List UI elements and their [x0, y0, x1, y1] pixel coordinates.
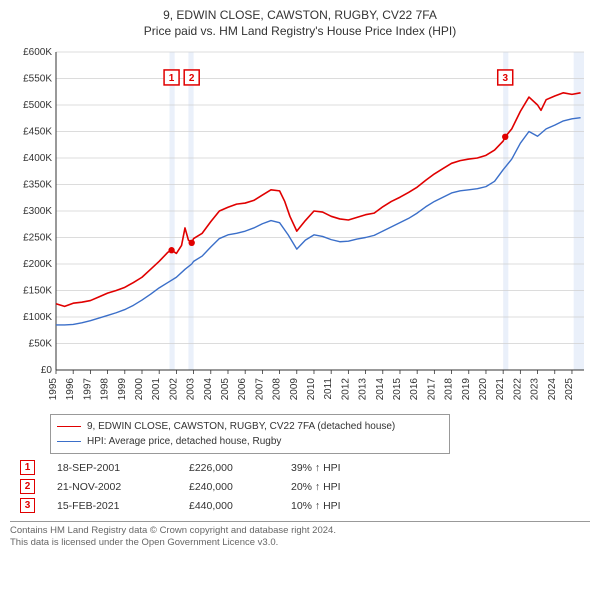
svg-text:2008: 2008	[272, 378, 283, 401]
svg-text:2011: 2011	[323, 378, 334, 400]
chart-plot-area: £0 £50K £100K £150K £200K £250K £300K £350K £400…	[10, 46, 590, 406]
svg-text:1995: 1995	[48, 378, 59, 401]
footer-line-1: Contains HM Land Registry data © Crown c…	[10, 525, 590, 537]
chart-container: 9, EDWIN CLOSE, CAWSTON, RUGBY, CV22 7FA…	[0, 0, 600, 590]
svg-text:2024: 2024	[547, 378, 558, 401]
svg-text:£50K: £50K	[29, 339, 53, 350]
svg-text:2019: 2019	[461, 378, 472, 401]
svg-text:2018: 2018	[444, 378, 455, 401]
legend-swatch	[57, 441, 81, 442]
sale-marker-icon: 3	[20, 498, 35, 513]
svg-text:2022: 2022	[512, 378, 523, 401]
svg-text:£400K: £400K	[23, 153, 52, 164]
svg-text:2021: 2021	[495, 378, 506, 401]
svg-text:2002: 2002	[168, 378, 179, 401]
legend-item: HPI: Average price, detached house, Rugb…	[57, 434, 443, 449]
svg-text:£500K: £500K	[23, 100, 52, 111]
sale-hpi-delta: 20% ↑ HPI	[291, 481, 391, 493]
svg-text:2017: 2017	[426, 378, 437, 401]
svg-text:1996: 1996	[65, 378, 76, 401]
legend-swatch	[57, 426, 81, 427]
svg-text:1998: 1998	[100, 378, 111, 401]
legend-box: 9, EDWIN CLOSE, CAWSTON, RUGBY, CV22 7FA…	[50, 414, 450, 454]
sale-date: 21-NOV-2002	[57, 481, 167, 493]
svg-text:2010: 2010	[306, 378, 317, 401]
svg-text:2009: 2009	[289, 378, 300, 401]
sale-marker-icon: 2	[20, 479, 35, 494]
svg-text:£550K: £550K	[23, 74, 52, 85]
svg-text:£150K: £150K	[23, 286, 52, 297]
chart-title: 9, EDWIN CLOSE, CAWSTON, RUGBY, CV22 7FA	[10, 8, 590, 22]
svg-text:2020: 2020	[478, 378, 489, 401]
sale-price: £240,000	[189, 481, 269, 493]
svg-text:2025: 2025	[564, 378, 575, 401]
svg-text:£350K: £350K	[23, 180, 52, 191]
svg-text:1997: 1997	[82, 378, 93, 401]
sale-hpi-delta: 10% ↑ HPI	[291, 500, 391, 512]
svg-text:£450K: £450K	[23, 127, 52, 138]
sale-date: 18-SEP-2001	[57, 462, 167, 474]
svg-text:£300K: £300K	[23, 206, 52, 217]
svg-text:2004: 2004	[203, 378, 214, 401]
legend-item: 9, EDWIN CLOSE, CAWSTON, RUGBY, CV22 7FA…	[57, 419, 443, 434]
svg-text:2012: 2012	[340, 378, 351, 401]
svg-text:2: 2	[189, 73, 195, 84]
svg-text:£250K: £250K	[23, 233, 52, 244]
svg-text:2003: 2003	[186, 378, 197, 401]
sales-table: 1 18-SEP-2001 £226,000 39% ↑ HPI 2 21-NOV-200…	[20, 460, 590, 513]
svg-text:2016: 2016	[409, 378, 420, 401]
svg-text:£0: £0	[41, 365, 53, 376]
svg-text:£100K: £100K	[23, 312, 52, 323]
svg-text:£600K: £600K	[23, 47, 52, 58]
sale-price: £440,000	[189, 500, 269, 512]
svg-text:2001: 2001	[151, 378, 162, 401]
sale-price: £226,000	[189, 462, 269, 474]
svg-text:1: 1	[169, 73, 175, 84]
footer-line-2: This data is licensed under the Open Gov…	[10, 537, 590, 549]
legend-label: HPI: Average price, detached house, Rugb…	[87, 434, 281, 449]
svg-text:2006: 2006	[237, 378, 248, 401]
sale-date: 15-FEB-2021	[57, 500, 167, 512]
svg-text:2023: 2023	[530, 378, 541, 401]
svg-text:2014: 2014	[375, 378, 386, 401]
attribution-footer: Contains HM Land Registry data © Crown c…	[10, 521, 590, 550]
svg-text:2007: 2007	[254, 378, 265, 401]
svg-text:2015: 2015	[392, 378, 403, 401]
svg-text:2000: 2000	[134, 378, 145, 401]
svg-text:2013: 2013	[358, 378, 369, 401]
sale-row: 2 21-NOV-2002 £240,000 20% ↑ HPI	[20, 479, 590, 494]
sale-row: 1 18-SEP-2001 £226,000 39% ↑ HPI	[20, 460, 590, 475]
chart-subtitle: Price paid vs. HM Land Registry's House …	[10, 24, 590, 38]
svg-text:2005: 2005	[220, 378, 231, 401]
sale-hpi-delta: 39% ↑ HPI	[291, 462, 391, 474]
svg-text:3: 3	[502, 73, 508, 84]
svg-text:£200K: £200K	[23, 259, 52, 270]
sale-row: 3 15-FEB-2021 £440,000 10% ↑ HPI	[20, 498, 590, 513]
line-chart-svg: £0 £50K £100K £150K £200K £250K £300K £350K £400…	[10, 46, 590, 406]
legend-label: 9, EDWIN CLOSE, CAWSTON, RUGBY, CV22 7FA…	[87, 419, 395, 434]
svg-text:1999: 1999	[117, 378, 128, 401]
sale-marker-icon: 1	[20, 460, 35, 475]
